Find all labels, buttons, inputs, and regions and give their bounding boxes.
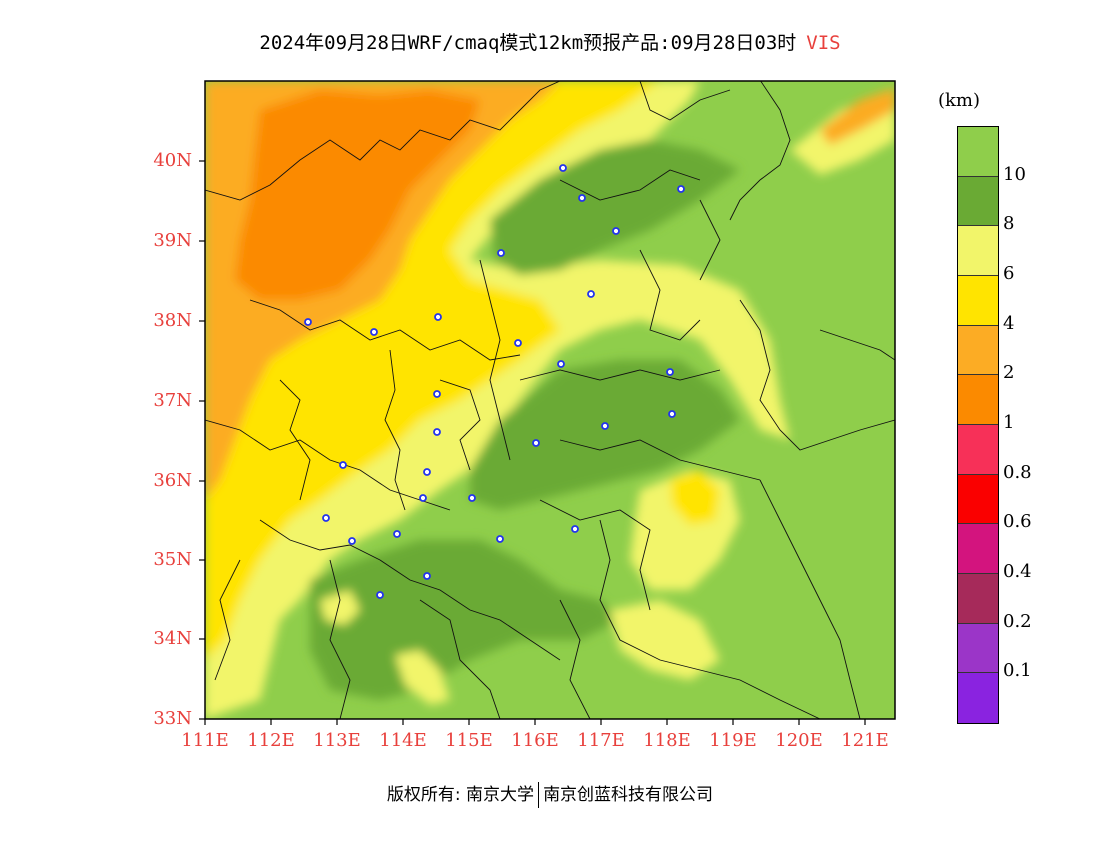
color-legend (957, 126, 999, 724)
variable-label: VIS (806, 32, 841, 54)
darkgreen-band-south (310, 540, 620, 700)
province-boundaries (205, 81, 895, 719)
legend-label: 0.4 (1003, 561, 1032, 582)
darkgreen-band-north (490, 140, 740, 275)
lat-label-35n: 35N (153, 549, 192, 570)
city-marker (434, 313, 442, 321)
title-text: 2024年09月28日WRF/cmaq模式12km预报产品:09月28日03时 (259, 32, 797, 54)
lat-label-34n: 34N (153, 628, 192, 649)
legend-swatch (958, 275, 998, 326)
city-marker (433, 428, 441, 436)
legend-swatch (958, 127, 998, 177)
darkgreen-band-middle (470, 360, 740, 510)
legend-swatch (958, 375, 998, 425)
lon-label-112e: 112E (247, 730, 295, 751)
southeast-yellow-core (670, 470, 720, 525)
lower-left-yellow-blob (320, 590, 360, 625)
city-marker (304, 318, 312, 326)
city-marker (559, 164, 567, 172)
legend-label: 0.6 (1003, 511, 1032, 533)
city-marker (612, 227, 620, 235)
legend-swatch (958, 226, 998, 276)
axis-ticks (199, 160, 866, 725)
legend-swatch (958, 673, 998, 723)
lat-label-33n: 33N (153, 708, 192, 729)
city-marker (587, 290, 595, 298)
lat-label-37n: 37N (153, 390, 192, 411)
coast-orange-region (820, 88, 895, 145)
city-marker (423, 572, 431, 580)
city-marker (419, 494, 427, 502)
city-marker (571, 525, 579, 533)
copyright-footer: 版权所有: 南京大学 南京创蓝科技有限公司 (0, 780, 1100, 808)
map-frame (204, 80, 896, 720)
lat-label-38n: 38N (153, 310, 192, 331)
city-marker (393, 530, 401, 538)
city-marker (497, 249, 505, 257)
lon-label-116e: 116E (511, 730, 559, 751)
lower-yellow-blob (395, 650, 450, 705)
legend-label: 4 (1003, 312, 1015, 334)
legend-swatch (958, 424, 998, 475)
lon-label-119e: 119E (709, 730, 757, 751)
legend-label: 0.8 (1003, 461, 1032, 483)
city-marker (496, 535, 504, 543)
legend-label: 2 (1003, 362, 1015, 384)
city-markers (304, 164, 685, 599)
city-marker (668, 410, 676, 418)
legend-swatch (958, 176, 998, 227)
city-marker (514, 339, 522, 347)
visibility-field (205, 81, 895, 719)
legend-label: 0.2 (1003, 610, 1032, 632)
copyright-right: 南京创蓝科技有限公司 (543, 785, 714, 805)
lon-label-111e: 111E (181, 730, 229, 751)
lat-label-36n: 36N (153, 470, 192, 491)
legend-unit: (km) (938, 90, 981, 111)
lon-label-118e: 118E (643, 730, 691, 751)
chart-title: 2024年09月28日WRF/cmaq模式12km预报产品:09月28日03时 V… (0, 28, 1100, 55)
legend-label: 6 (1003, 263, 1015, 284)
lon-label-120e: 120E (775, 730, 823, 751)
city-marker (601, 422, 609, 430)
lon-label-115e: 115E (445, 730, 493, 751)
lon-label-114e: 114E (379, 730, 427, 751)
lon-label-113e: 113E (313, 730, 361, 751)
city-marker (532, 439, 540, 447)
footer-separator (538, 782, 540, 808)
lat-label-39n: 39N (153, 230, 192, 251)
city-marker (578, 194, 586, 202)
city-marker (433, 390, 441, 398)
city-marker (468, 494, 476, 502)
legend-swatch (958, 325, 998, 376)
legend-label: 10 (1003, 163, 1026, 185)
copyright-left: 版权所有: 南京大学 (386, 785, 535, 805)
south-yellow-blob (610, 600, 720, 680)
city-marker (339, 461, 347, 469)
legend-label: 1 (1003, 412, 1015, 433)
city-marker (370, 328, 378, 336)
city-marker (348, 537, 356, 545)
legend-label: 0.1 (1003, 660, 1032, 682)
city-marker (322, 514, 330, 522)
orange-region (235, 90, 480, 300)
legend-swatch (958, 623, 998, 674)
lon-label-121e: 121E (841, 730, 889, 751)
legend-swatch (958, 573, 998, 624)
city-marker (677, 185, 685, 193)
lon-label-117e: 117E (577, 730, 625, 751)
city-marker (557, 360, 565, 368)
legend-swatch (958, 524, 998, 574)
lat-label-40n: 40N (153, 150, 192, 171)
city-marker (666, 368, 674, 376)
legend-label: 8 (1003, 213, 1015, 235)
city-marker (376, 591, 384, 599)
city-marker (423, 468, 431, 476)
legend-swatch (958, 474, 998, 525)
